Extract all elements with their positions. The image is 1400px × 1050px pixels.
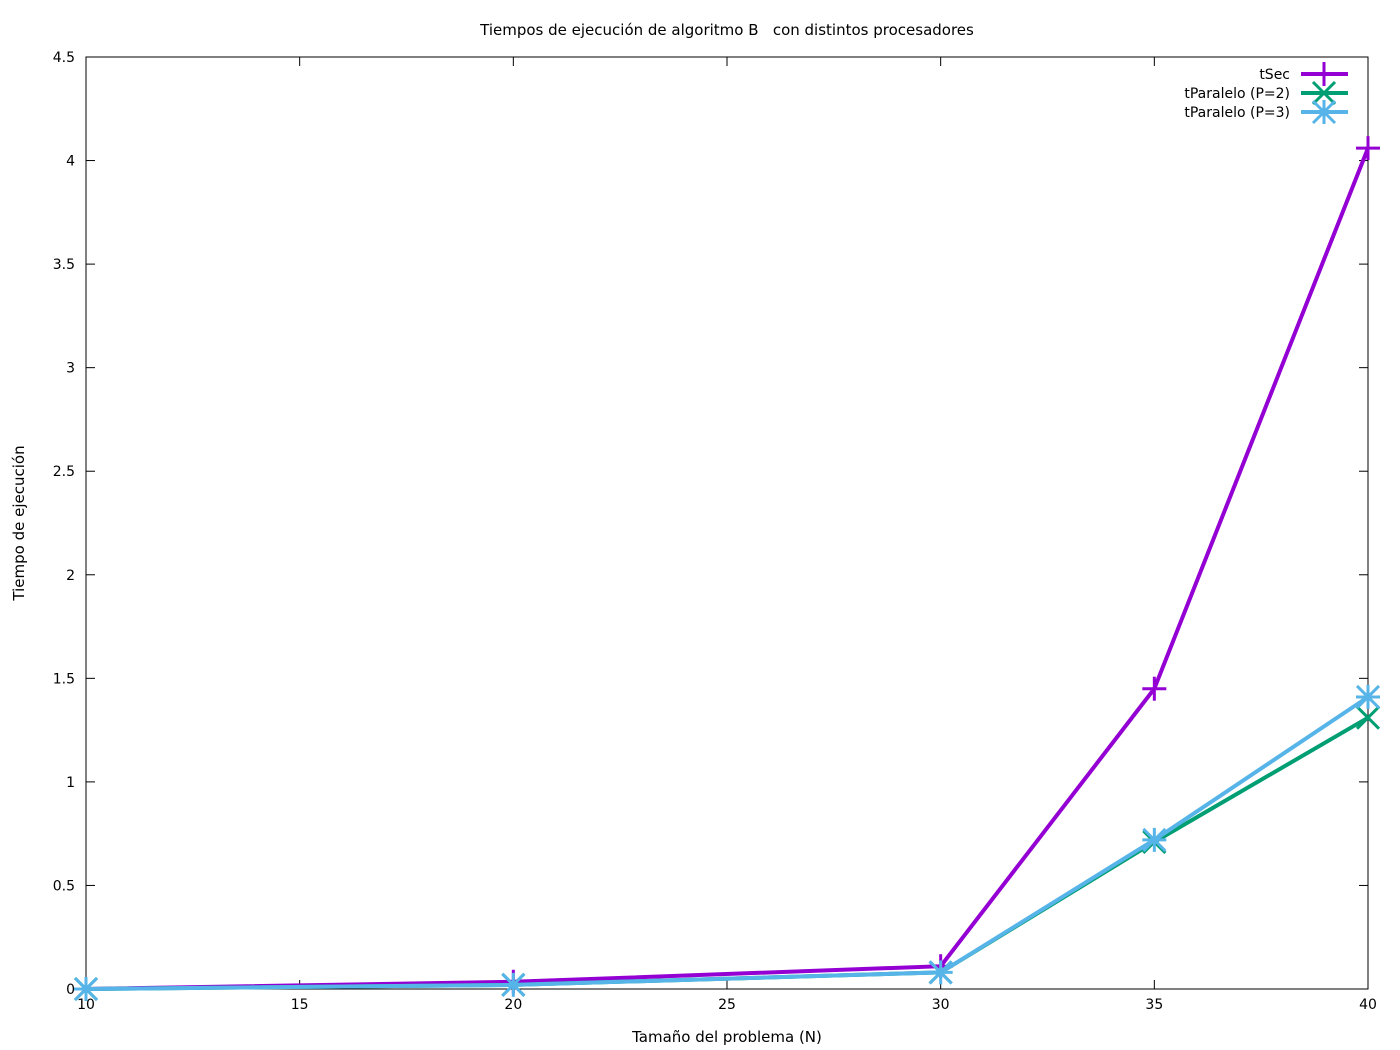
y-tick-label: 0 xyxy=(66,982,75,998)
legend-marker xyxy=(1311,80,1337,106)
plot-frame xyxy=(85,56,1369,990)
series-line xyxy=(85,715,1370,991)
y-tick-label: 2.5 xyxy=(53,464,75,480)
legend-label: tSec xyxy=(1259,67,1290,83)
y-tick-label: 2 xyxy=(66,568,75,584)
y-tick-label: 1 xyxy=(66,775,75,791)
data-point xyxy=(1356,136,1380,161)
x-tick-label: 10 xyxy=(77,997,95,1013)
series-3 xyxy=(73,684,1381,1002)
y-tick-label: 0.5 xyxy=(53,878,75,894)
axis-ticks: 10 15 20 25 30 35 40 0 0.5 1 1.5 2 2.5 3 3.5 4 4.5 xyxy=(53,50,1377,1013)
series-2 xyxy=(73,705,1381,1002)
data-point xyxy=(73,976,99,1002)
legend: tSec tParalelo (P=2) tParalelo (P=3) xyxy=(1184,62,1348,125)
series-line xyxy=(85,695,1370,991)
data-point xyxy=(928,960,953,985)
y-axis-label: Tiempo de ejecución xyxy=(10,445,28,601)
series-layer xyxy=(73,136,1381,1002)
data-point xyxy=(501,972,526,997)
legend-entry: tParalelo (P=2) xyxy=(1184,80,1348,106)
y-tick-label: 1.5 xyxy=(53,671,75,687)
data-point xyxy=(1142,676,1167,701)
x-tick-label: 20 xyxy=(504,997,522,1013)
legend-marker xyxy=(1312,62,1336,86)
series-line xyxy=(85,147,1370,991)
legend-entry: tParalelo (P=3) xyxy=(1184,99,1348,125)
legend-label: tParalelo (P=2) xyxy=(1184,86,1290,102)
data-point xyxy=(1142,827,1167,852)
x-tick-label: 15 xyxy=(291,997,309,1013)
series-1 xyxy=(74,136,1380,1001)
data-point xyxy=(1355,705,1381,730)
x-axis-label: Tamaño del problema (N) xyxy=(631,1028,822,1046)
y-tick-label: 3.5 xyxy=(53,257,75,273)
y-tick-label: 4 xyxy=(66,154,75,170)
legend-label: tParalelo (P=3) xyxy=(1184,105,1290,121)
x-tick-label: 25 xyxy=(718,997,736,1013)
x-tick-label: 30 xyxy=(932,997,950,1013)
legend-entry: tSec xyxy=(1259,62,1348,86)
y-tick-label: 3 xyxy=(66,361,75,377)
legend-marker xyxy=(1311,99,1337,125)
data-point xyxy=(1355,684,1381,710)
x-tick-label: 35 xyxy=(1145,997,1163,1013)
y-tick-label: 4.5 xyxy=(53,50,75,66)
x-tick-label: 40 xyxy=(1359,997,1377,1013)
chart-title: Tiempos de ejecución de algoritmo B con … xyxy=(479,21,974,39)
